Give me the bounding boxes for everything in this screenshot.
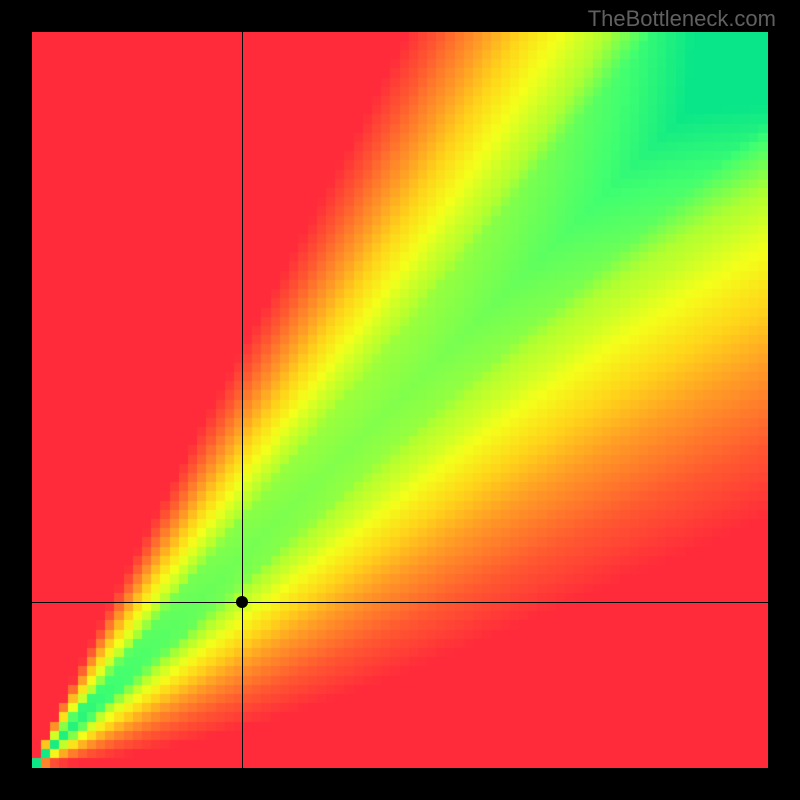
attribution-watermark: TheBottleneck.com <box>588 6 776 32</box>
heatmap-plot-area <box>32 32 768 768</box>
crosshair-horizontal <box>32 602 768 603</box>
bottleneck-heatmap-canvas <box>32 32 768 768</box>
selected-point-marker <box>236 596 248 608</box>
crosshair-vertical <box>242 32 243 768</box>
